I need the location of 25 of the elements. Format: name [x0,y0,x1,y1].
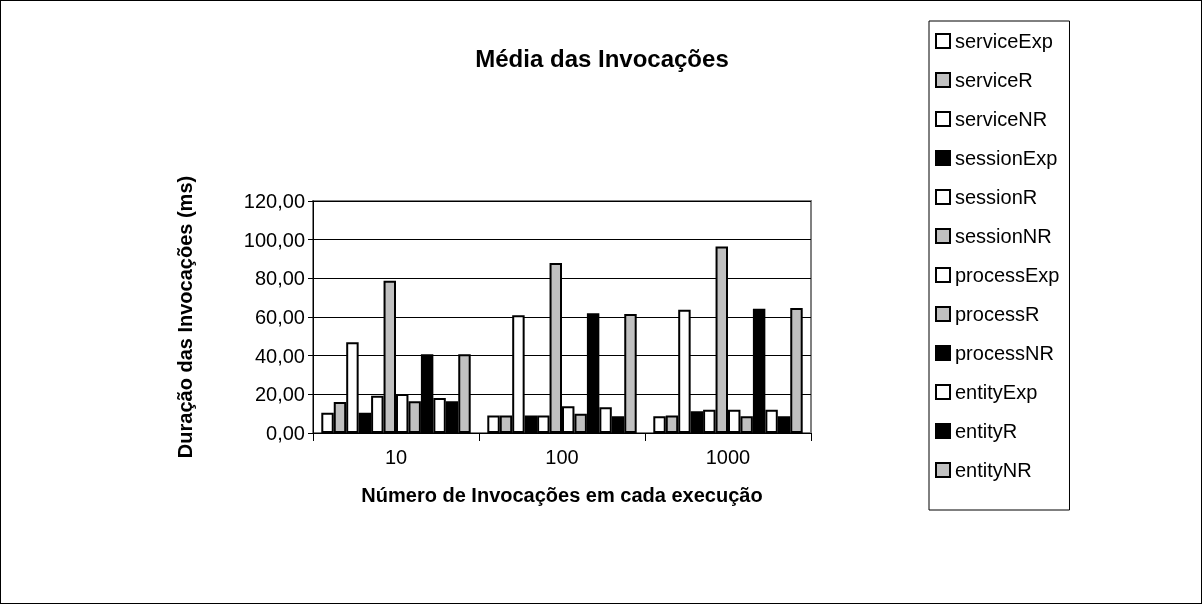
y-tick-label: 40,00 [254,344,305,367]
y-tick-label: 120,00 [243,190,305,212]
y-tick-label: 60,00 [254,306,305,328]
y-tick-label: 100,00 [243,228,305,251]
legend-label: serviceExp [955,30,1053,52]
legend-label: processR [955,303,1040,325]
legend-label: sessionExp [955,147,1058,169]
legend-label: entityExp [955,381,1038,403]
y-tick-label: 0,00 [266,422,305,444]
x-tick-label: 1000 [705,446,751,468]
x-tick-label: 100 [545,446,579,468]
legend-label: processExp [955,264,1060,286]
legend-label: serviceNR [955,108,1048,130]
x-tick-label: 10 [384,446,408,468]
y-axis-title: Duração das Invocações (ms) [174,175,196,459]
legend-label: sessionNR [955,225,1052,247]
y-tick-label: 80,00 [254,267,305,290]
legend-label: sessionR [955,186,1038,208]
y-tick-label: 20,00 [254,383,305,406]
legend-label: entityNR [955,459,1032,481]
legend-label: serviceR [955,69,1033,91]
legend-label: processNR [955,342,1054,364]
legend-label: entityR [955,420,1018,442]
x-axis-title: Número de Invocações em cada execução [361,484,763,506]
chart-title: Média das Invocações [475,44,729,72]
